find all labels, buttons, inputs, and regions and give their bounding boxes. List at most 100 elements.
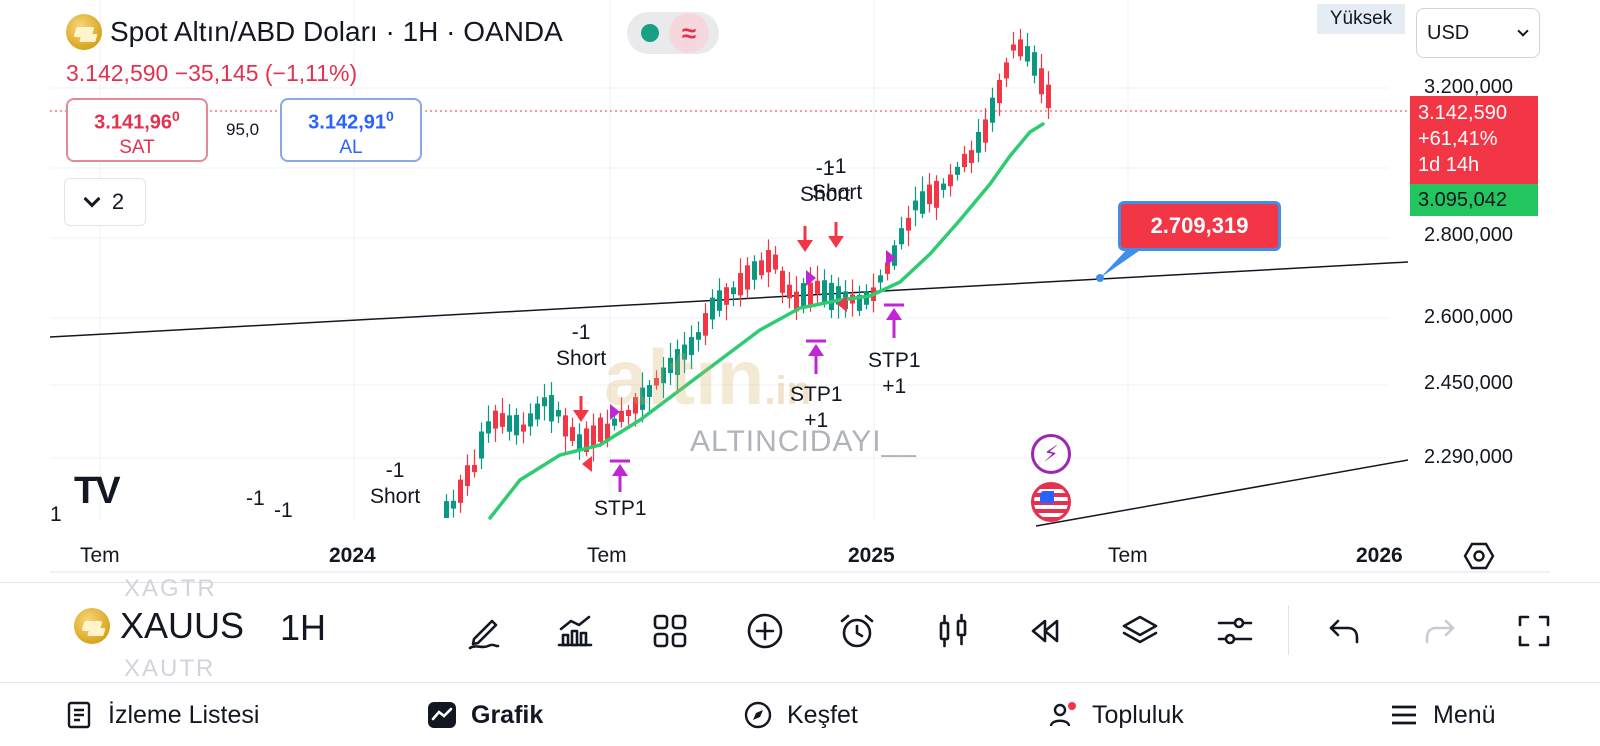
candle-body — [829, 282, 834, 311]
nav-watchlist-label: İzleme Listesi — [108, 700, 260, 729]
candle-body — [724, 287, 729, 305]
candle-body — [556, 409, 561, 417]
candle-body — [528, 413, 533, 427]
candle-body — [563, 415, 568, 437]
candle-body — [1018, 39, 1023, 57]
grid-icon — [653, 614, 687, 648]
redo-icon — [1425, 619, 1455, 644]
watermark-username: ALTINCIDAYI__ — [690, 425, 917, 458]
nav-menu[interactable]: Menü — [1389, 683, 1496, 746]
signal-label: -1 Short — [800, 157, 851, 206]
drawing-tools-button[interactable] — [460, 607, 508, 655]
price-change-line: 3.142,590 −35,145 (−1,11%) — [66, 60, 358, 86]
bar-countdown: 1d 14h — [1418, 154, 1480, 176]
candle-body — [731, 287, 736, 295]
candle-body — [689, 337, 694, 356]
symbol-name: XAUUS — [120, 605, 245, 646]
candle-body — [773, 254, 778, 270]
trend-line-price-callout[interactable]: 2.709,319 — [1118, 201, 1281, 251]
candle-body — [738, 273, 743, 296]
currency-value: USD — [1427, 21, 1470, 44]
next-symbol[interactable]: XAUTR — [124, 655, 216, 682]
nav-watchlist[interactable]: İzleme Listesi — [64, 683, 259, 746]
candle-body — [745, 265, 750, 290]
sliders-icon — [1217, 617, 1253, 645]
fullscreen-button[interactable] — [1510, 607, 1558, 655]
time-axis-label: 2024 — [329, 544, 376, 567]
candle-body — [766, 250, 771, 273]
candle-body — [899, 228, 904, 245]
symbol-switcher[interactable]: XAUUS — [74, 605, 244, 647]
ema-line — [488, 122, 1045, 520]
nav-explore[interactable]: Keşfet — [743, 683, 858, 746]
bottom-navigation: İzleme Listesi Grafik Keşfet Topluluk Me… — [0, 682, 1600, 746]
candle-body — [962, 153, 967, 168]
candle-body — [941, 183, 946, 190]
scale-mode-badge[interactable]: Yüksek — [1317, 4, 1405, 34]
candle-body — [500, 413, 505, 427]
chevron-down-icon — [83, 190, 101, 208]
add-button[interactable] — [741, 607, 789, 655]
lightning-icon[interactable]: ⚡ — [1031, 434, 1071, 474]
candle-body — [682, 344, 687, 360]
spread-value: 95,0 — [226, 120, 260, 139]
buy-button[interactable]: 3.142,910 AL — [280, 98, 422, 162]
candle-body — [591, 425, 596, 448]
us-flag-icon[interactable] — [1031, 482, 1071, 522]
chart-type-button[interactable] — [929, 607, 977, 655]
signal-label: STP1 +1 — [868, 349, 921, 398]
candle-body — [626, 409, 631, 417]
nav-community[interactable]: Topluluk — [1048, 683, 1184, 746]
candle-body — [752, 261, 757, 280]
candle-body — [696, 332, 701, 340]
candle-body — [479, 431, 484, 459]
alert-button[interactable] — [833, 607, 881, 655]
candle-body — [584, 428, 589, 452]
candle-body — [990, 97, 995, 123]
candle-body — [486, 421, 491, 434]
candle-body — [521, 424, 526, 432]
time-axis-label: Tem — [1108, 544, 1148, 567]
indicator-collapse-button[interactable]: 2 — [64, 178, 146, 226]
candle-body — [612, 418, 617, 426]
candle-body — [822, 280, 827, 302]
previous-symbol[interactable]: XAGTR — [124, 575, 217, 602]
nav-menu-label: Menü — [1433, 700, 1496, 729]
redo-button[interactable] — [1416, 607, 1464, 655]
indicator-count: 2 — [111, 189, 125, 214]
candle-body — [787, 284, 792, 299]
indicators-button[interactable] — [551, 607, 599, 655]
candle-body — [934, 180, 939, 208]
symbol-header[interactable]: Spot Altın/ABD Doları · 1H · OANDA — [66, 14, 563, 50]
undo-button[interactable] — [1320, 607, 1368, 655]
chart-settings-icon[interactable] — [1463, 540, 1495, 572]
chart-toolbar: XAGTR XAUUS XAUTR 1H — [0, 575, 1600, 682]
candle-body — [836, 286, 841, 305]
compass-icon — [744, 701, 772, 729]
candle-body — [780, 270, 785, 293]
signal-label: -1 — [246, 487, 265, 510]
object-tree-button[interactable] — [1116, 607, 1164, 655]
replay-button[interactable] — [1021, 607, 1069, 655]
candles-icon — [939, 613, 967, 648]
toolbar-divider — [1288, 605, 1289, 655]
candle-body — [514, 414, 519, 436]
sell-button[interactable]: 3.141,960 SAT — [66, 98, 208, 162]
candle-body — [983, 119, 988, 143]
market-status-pill[interactable]: ≈ — [627, 12, 719, 54]
candle-body — [458, 479, 463, 503]
settings-button[interactable] — [1211, 607, 1259, 655]
candle-body — [710, 297, 715, 320]
candle-body — [661, 367, 666, 384]
interval-button[interactable]: 1H — [280, 607, 327, 648]
price-chart-canvas[interactable] — [0, 0, 1600, 580]
chart-grid — [50, 0, 1388, 520]
candle-body — [633, 397, 638, 414]
chart-icon — [428, 702, 456, 728]
currency-select[interactable]: USD — [1416, 8, 1540, 58]
nav-chart[interactable]: Grafik — [427, 683, 543, 746]
menu-icon — [1392, 705, 1416, 725]
layouts-button[interactable] — [646, 607, 694, 655]
price-axis-label: 2.290,000 — [1424, 446, 1513, 468]
